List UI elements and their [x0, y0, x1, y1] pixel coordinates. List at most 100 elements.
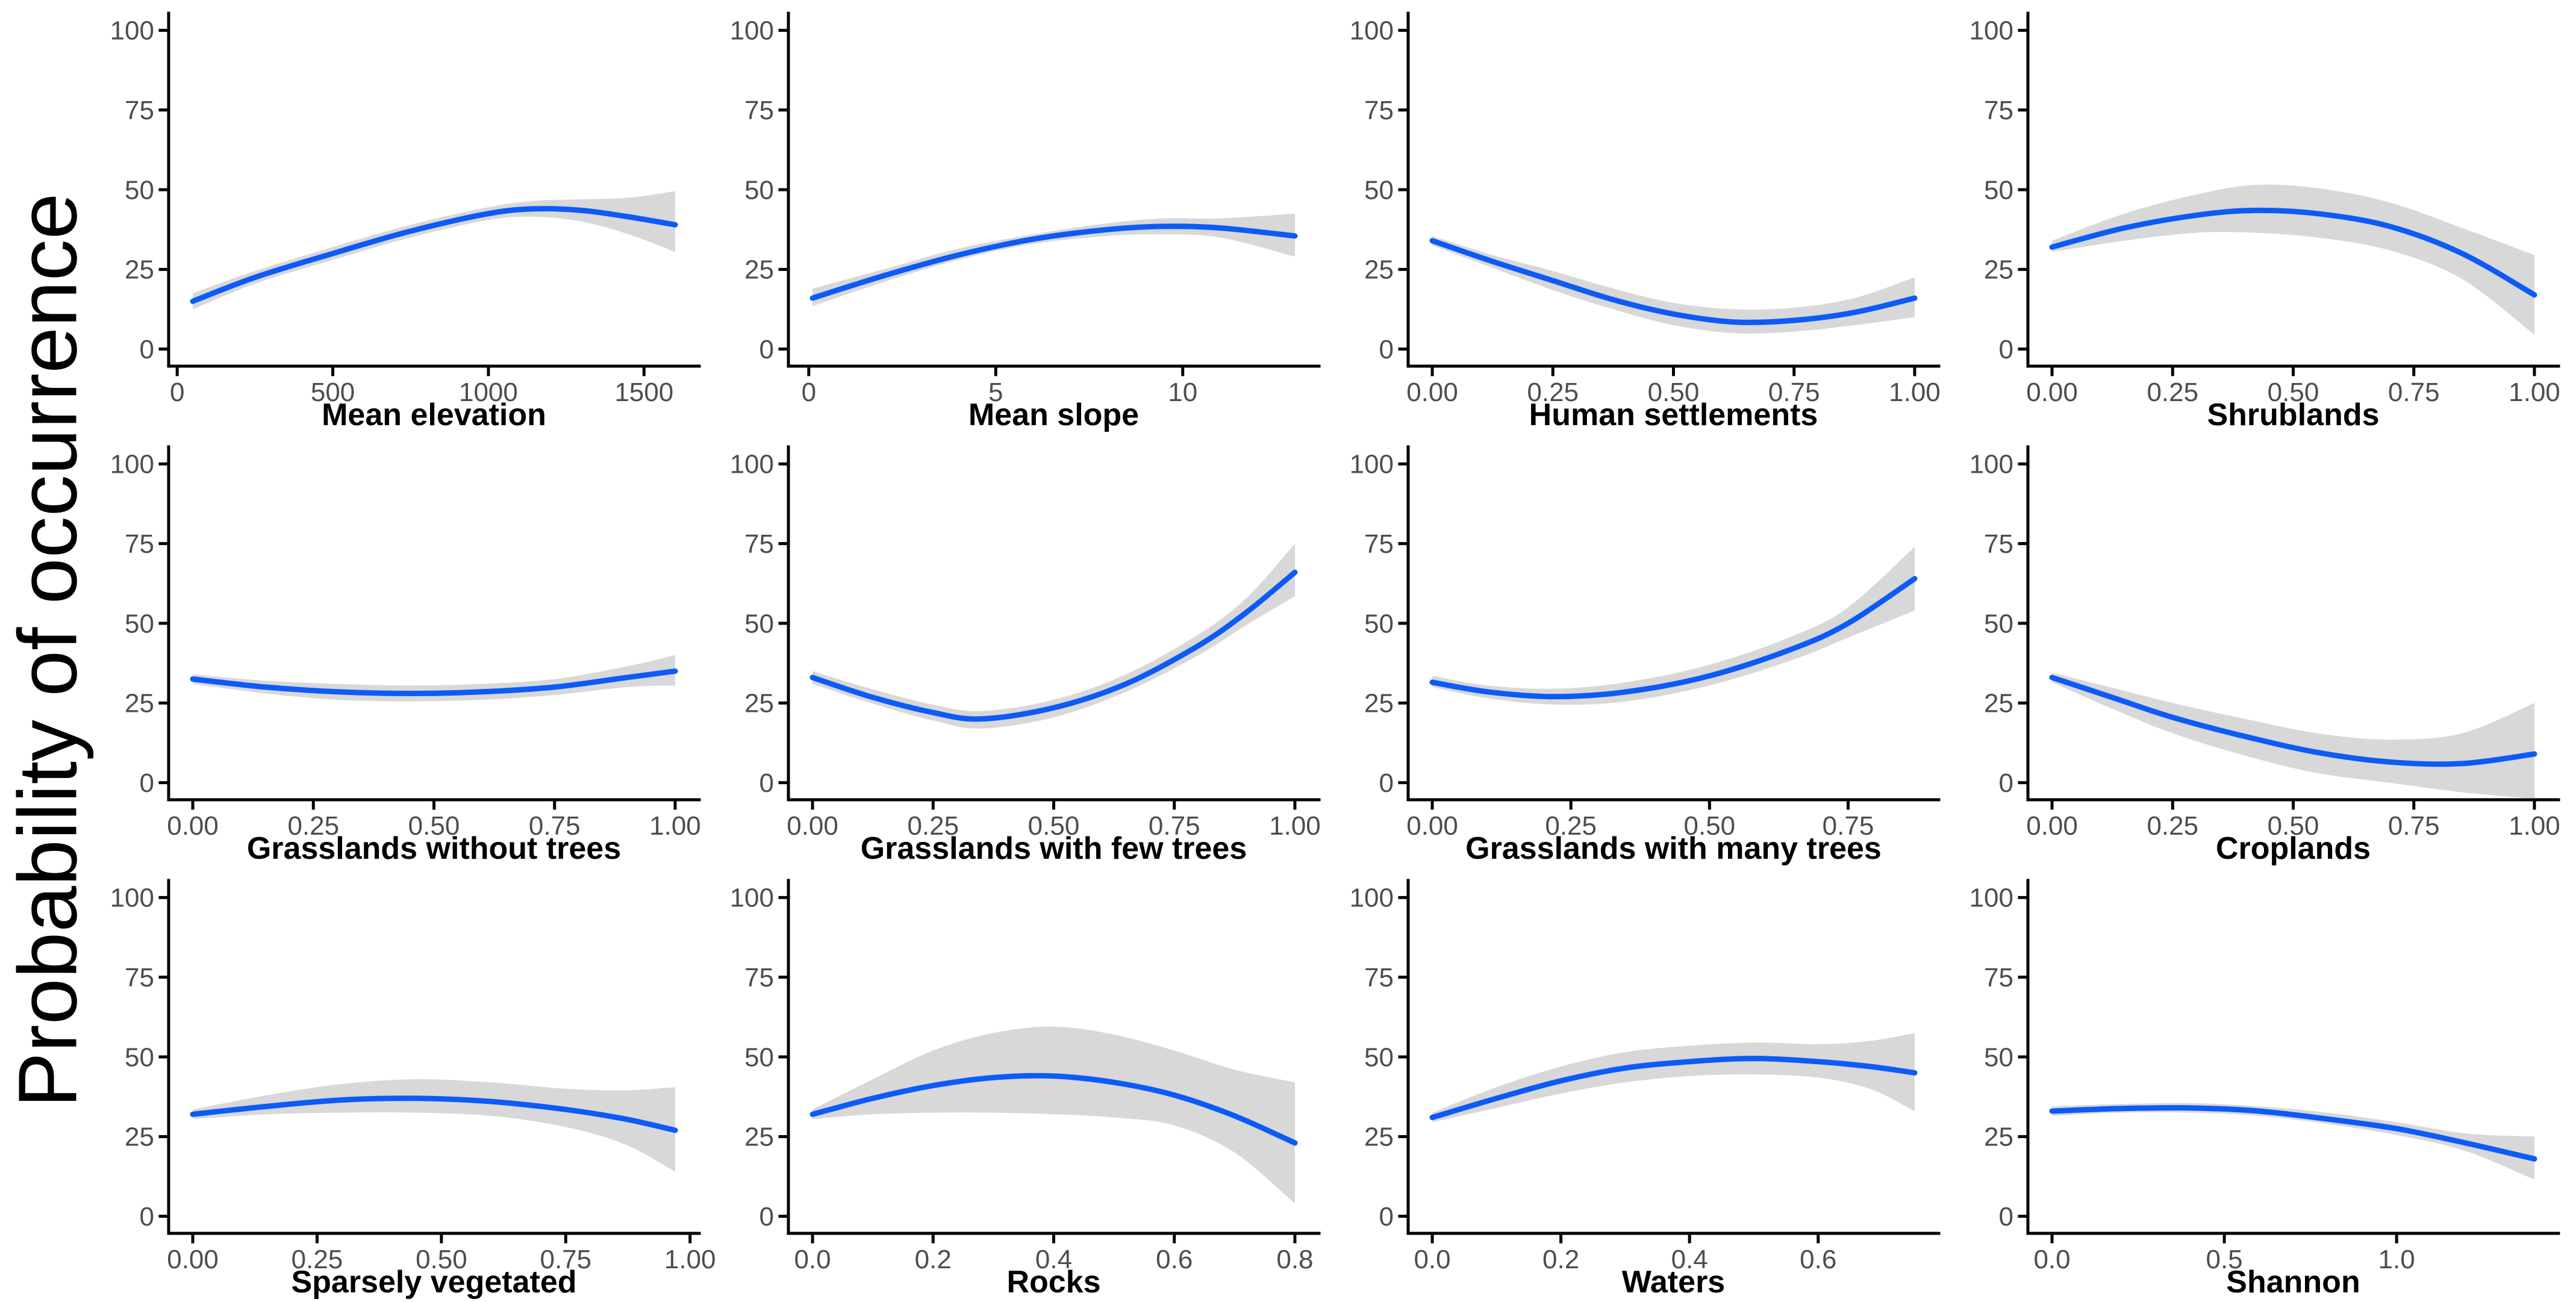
panel-croplands: 0 25 50 75 100 0.00 0.25 0.50 0.75 1.00 Croplands — [1969, 445, 2560, 866]
y-tick-label: 75 — [125, 529, 154, 559]
x-tick-label: 0.4 — [1671, 1245, 1708, 1274]
y-tick-label: 25 — [1364, 1123, 1394, 1152]
y-tick-label: 100 — [730, 16, 774, 46]
trend-line — [2049, 207, 2537, 298]
x-axis-title: Human settlements — [1529, 397, 1818, 432]
trend-line — [809, 569, 1298, 722]
x-tick-label: 0.00 — [167, 811, 219, 841]
y-tick-label: 100 — [730, 883, 774, 913]
x-axis-title: Mean slope — [968, 397, 1139, 432]
x-tick-label: 10 — [1168, 378, 1197, 407]
panel-grasslands-without-trees: 0 25 50 75 100 0.00 0.25 0.50 0.75 1.00 Grasslands… — [110, 445, 701, 866]
panel-grasslands-with-few-trees: 0 25 50 75 100 0.00 0.25 0.50 0.75 1.00 Grasslands… — [730, 445, 1321, 866]
y-tick-label: 100 — [1350, 16, 1394, 46]
y-tick-label: 0 — [759, 1202, 774, 1232]
y-tick-label: 25 — [744, 1123, 774, 1152]
y-tick-label: 0 — [1999, 1202, 2013, 1232]
confidence-band — [2052, 184, 2534, 335]
x-tick-label: 1500 — [614, 378, 673, 407]
y-tick-label: 75 — [1984, 96, 2013, 125]
y-tick-label: 50 — [1364, 175, 1394, 205]
x-tick-label: 0 — [170, 378, 184, 407]
y-tick-label: 75 — [1984, 963, 2013, 992]
x-tick-label: 500 — [311, 378, 355, 407]
x-tick-label: 0.8 — [1276, 1245, 1313, 1274]
y-tick-label: 50 — [1364, 609, 1394, 638]
axes — [778, 879, 1321, 1244]
axes — [158, 445, 701, 810]
panel-rocks: 0 25 50 75 100 0.0 0.2 0.4 0.6 0.8 Rocks — [730, 879, 1321, 1300]
axes — [1398, 879, 1941, 1244]
y-tick-label: 75 — [1364, 963, 1394, 992]
axes — [2018, 879, 2560, 1244]
x-tick-label: 0.4 — [1035, 1245, 1072, 1274]
x-tick-label: 0.75 — [2388, 811, 2440, 841]
x-axis-title: Grasslands with many trees — [1465, 831, 1882, 866]
y-tick-label: 75 — [125, 963, 154, 992]
trend-line — [190, 1095, 678, 1133]
y-tick-label: 75 — [1364, 96, 1394, 125]
x-axis-title: Croplands — [2216, 831, 2371, 866]
x-tick-label: 0.50 — [2268, 811, 2319, 841]
panel-sparsely-vegetated: 0 25 50 75 100 0.00 0.25 0.50 0.75 1.00 Sparsely v… — [110, 879, 716, 1300]
y-tick-label: 50 — [125, 609, 154, 638]
trend-line — [1429, 1056, 1918, 1121]
trend-line — [1429, 576, 1918, 700]
x-tick-label: 0.25 — [907, 811, 959, 841]
confidence-band — [812, 213, 1295, 307]
x-axis-title: Rocks — [1006, 1265, 1100, 1300]
x-tick-label: 0.00 — [2026, 378, 2078, 407]
y-tick-label: 75 — [744, 963, 774, 992]
x-axis-title: Shannon — [2226, 1265, 2360, 1300]
confidence-band — [193, 1079, 675, 1172]
x-tick-label: 1.00 — [1889, 378, 1941, 407]
x-tick-label: 1000 — [459, 378, 518, 407]
y-tick-label: 25 — [744, 689, 774, 718]
y-tick-label: 50 — [125, 175, 154, 205]
trend-line — [809, 223, 1298, 301]
y-tick-label: 25 — [1364, 689, 1394, 718]
y-tick-label: 75 — [1364, 529, 1394, 559]
panel-shrublands: 0 25 50 75 100 0.00 0.25 0.50 0.75 1.00 Shrublands — [1969, 11, 2560, 432]
x-tick-label: 1.0 — [2378, 1245, 2415, 1274]
y-tick-label: 0 — [1999, 335, 2013, 364]
x-tick-label: 0.2 — [915, 1245, 952, 1274]
confidence-band — [812, 1026, 1295, 1204]
axes — [778, 11, 1321, 376]
y-tick-label: 0 — [140, 335, 154, 364]
y-tick-label: 0 — [1379, 335, 1394, 364]
x-tick-label: 0.75 — [1823, 811, 1874, 841]
y-tick-label: 75 — [1984, 529, 2013, 559]
panel-human-settlements: 0 25 50 75 100 0.00 0.25 0.50 0.75 1.00 Human sett… — [1350, 11, 1941, 432]
x-tick-label: 0.25 — [1545, 811, 1597, 841]
axes — [778, 445, 1321, 810]
x-tick-label: 0.25 — [2147, 811, 2198, 841]
x-tick-label: 0.75 — [1149, 811, 1200, 841]
x-tick-label: 0.25 — [2147, 378, 2198, 407]
x-tick-label: 0.0 — [794, 1245, 831, 1274]
x-axis-title: Mean elevation — [322, 397, 546, 432]
x-tick-label: 1.00 — [2509, 811, 2560, 841]
confidence-band — [812, 543, 1295, 729]
x-tick-label: 0.50 — [2268, 378, 2319, 407]
y-tick-label: 50 — [1984, 609, 2013, 638]
x-tick-label: 0.2 — [1542, 1245, 1579, 1274]
y-tick-label: 50 — [744, 1042, 774, 1072]
panel-shannon: 0 25 50 75 100 0.0 0.5 1.0 Shannon — [1969, 879, 2560, 1300]
y-tick-label: 100 — [1969, 450, 2013, 479]
axes — [2018, 445, 2560, 810]
x-tick-label: 0 — [802, 378, 816, 407]
x-tick-label: 0.00 — [2026, 811, 2078, 841]
trend-line — [2049, 674, 2537, 767]
y-tick-label: 100 — [110, 450, 154, 479]
x-tick-label: 0.75 — [1768, 378, 1820, 407]
x-tick-label: 1.00 — [649, 811, 701, 841]
x-tick-label: 1.00 — [1269, 811, 1321, 841]
y-tick-label: 50 — [744, 175, 774, 205]
y-tick-label: 0 — [1379, 768, 1394, 798]
y-tick-label: 0 — [1999, 768, 2013, 798]
trend-line — [2049, 1104, 2537, 1162]
